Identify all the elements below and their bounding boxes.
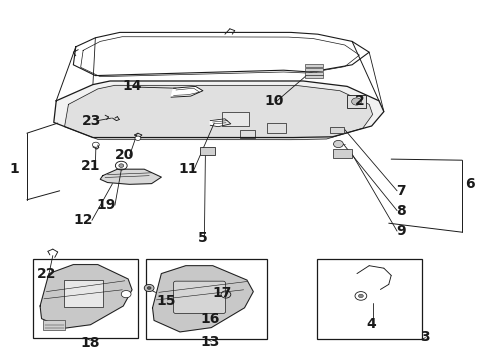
Bar [239,130,255,138]
Circle shape [358,294,363,298]
Bar [346,95,365,108]
Polygon shape [152,266,253,332]
Circle shape [135,136,141,140]
Text: 20: 20 [115,148,134,162]
Text: 9: 9 [395,224,405,238]
Bar [222,112,249,126]
Text: 11: 11 [178,162,198,176]
Polygon shape [40,265,132,328]
Circle shape [121,291,131,298]
Bar [333,149,351,158]
Bar [304,75,323,78]
Circle shape [333,140,343,148]
Bar [33,259,138,338]
Polygon shape [171,86,203,97]
Text: 15: 15 [156,294,176,307]
Text: 7: 7 [395,184,405,198]
Polygon shape [54,81,383,138]
Text: 4: 4 [366,317,376,331]
Text: 6: 6 [464,177,473,190]
Circle shape [119,164,123,167]
Bar [43,320,65,330]
Bar [145,259,266,339]
Text: 8: 8 [395,204,405,217]
Text: 14: 14 [122,80,142,93]
Bar [199,147,215,155]
Text: 18: 18 [81,336,100,350]
Bar [266,123,285,133]
Text: 12: 12 [73,213,93,226]
Text: 16: 16 [200,312,220,325]
Polygon shape [64,85,372,140]
Text: 23: 23 [82,114,102,127]
Bar [175,282,224,312]
Circle shape [351,98,361,105]
Text: 22: 22 [37,267,56,280]
Text: 17: 17 [212,287,232,300]
Text: 10: 10 [264,94,283,108]
Text: 19: 19 [97,198,116,212]
Polygon shape [210,119,230,127]
Bar [304,64,323,67]
FancyBboxPatch shape [173,281,225,314]
Text: 5: 5 [198,231,207,244]
Bar [304,72,323,75]
Text: 13: 13 [200,335,220,349]
Text: 2: 2 [354,94,364,108]
Polygon shape [100,169,161,184]
Circle shape [144,284,154,292]
Text: 3: 3 [420,330,429,343]
Circle shape [147,287,151,289]
Bar [63,280,102,307]
Bar [329,127,343,133]
Text: 1: 1 [10,162,20,176]
Bar [316,259,421,339]
Text: 21: 21 [81,159,100,172]
Bar [304,68,323,71]
